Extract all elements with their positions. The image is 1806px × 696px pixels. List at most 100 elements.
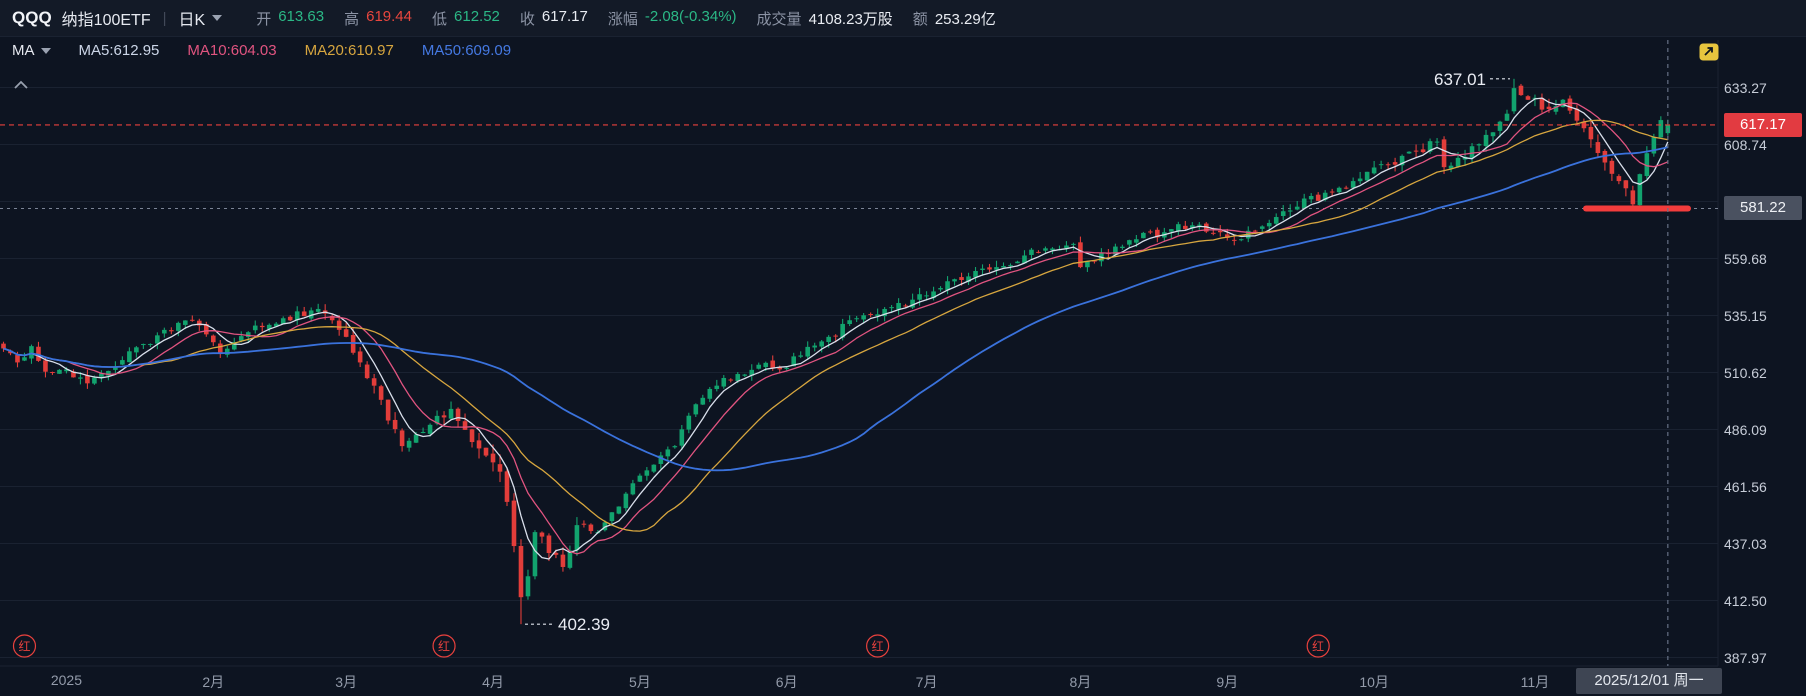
ohlc-stat: 低 612.52 xyxy=(432,8,500,29)
candle-body xyxy=(574,525,580,551)
candle-body xyxy=(1315,194,1321,201)
candle-body xyxy=(29,346,34,359)
candle-body xyxy=(623,493,629,509)
ma-value: MA20:610.97 xyxy=(304,42,394,59)
candle-body xyxy=(1231,239,1237,241)
candle-body xyxy=(1378,164,1384,166)
candle-body xyxy=(1169,229,1174,232)
dividend-marker[interactable]: 红 xyxy=(432,634,456,658)
candle-body xyxy=(756,364,762,369)
candle-body xyxy=(728,379,734,381)
candle-body xyxy=(1525,96,1531,100)
candle-body xyxy=(420,431,426,433)
candle-body xyxy=(539,532,545,537)
candle-body xyxy=(85,375,90,384)
candle-body xyxy=(1588,126,1594,140)
candle-body xyxy=(1273,217,1279,224)
candle-body xyxy=(371,378,377,386)
period-selector[interactable]: 日K xyxy=(179,6,223,30)
candle-body xyxy=(190,319,195,321)
ma-value: MA5:612.95 xyxy=(78,42,160,59)
candle-body xyxy=(252,325,258,331)
candle-body xyxy=(966,276,971,282)
candle-body xyxy=(1322,192,1328,200)
collapse-panel-button[interactable] xyxy=(12,78,30,93)
ma-indicator-selector[interactable]: MA xyxy=(12,42,51,59)
dividend-circle xyxy=(866,634,890,658)
candle-body xyxy=(120,360,125,365)
candle-body xyxy=(798,355,804,357)
candle-body xyxy=(1210,232,1216,234)
candle-body xyxy=(1616,176,1622,182)
candle-body xyxy=(1385,164,1391,166)
candle-body xyxy=(518,545,524,598)
symbol: QQQ xyxy=(12,8,52,27)
dividend-marker[interactable]: 红 xyxy=(1306,634,1330,658)
chevron-down-icon xyxy=(40,47,51,54)
price-axis-label: 535.15 xyxy=(1724,307,1767,324)
candle-body xyxy=(1301,198,1307,209)
candle-body xyxy=(113,366,118,370)
candle-body xyxy=(532,532,538,577)
candle-body xyxy=(1,343,6,349)
candle-body xyxy=(826,336,831,342)
candle-body xyxy=(1008,265,1013,267)
fullscreen-button[interactable] xyxy=(1698,42,1720,65)
candle-body xyxy=(861,315,866,320)
candle-body xyxy=(238,336,244,341)
expand-icon xyxy=(1699,43,1719,61)
candle-body xyxy=(616,506,622,514)
candle-body xyxy=(1455,157,1461,167)
dividend-marker[interactable]: 红 xyxy=(12,634,37,658)
candle-body xyxy=(71,371,76,378)
candle-body xyxy=(980,268,985,271)
candle-body xyxy=(155,335,160,344)
stat-label: 低 xyxy=(432,10,448,28)
candle-body xyxy=(1120,246,1125,248)
candle-body xyxy=(1294,206,1300,210)
ohlc-stat: 涨幅 -2.08(-0.34%) xyxy=(608,8,737,29)
candle-body xyxy=(1623,180,1629,189)
candle-body xyxy=(882,308,887,317)
candle-body xyxy=(1595,142,1601,154)
candle-body xyxy=(938,288,943,290)
candle-body xyxy=(1413,150,1419,152)
candle-body xyxy=(1134,239,1139,243)
candle-body xyxy=(357,351,363,363)
candle-body xyxy=(1022,255,1027,264)
candle-body xyxy=(392,419,398,430)
grid-lines xyxy=(0,40,1719,667)
stat-value: 613.63 xyxy=(278,7,325,25)
stat-value: -2.08(-0.34%) xyxy=(644,7,737,25)
candle-body xyxy=(476,440,482,449)
candle-body xyxy=(224,348,230,355)
candle-body xyxy=(1266,222,1272,227)
candle-body xyxy=(462,421,468,430)
candle-body xyxy=(1176,224,1181,232)
candle-body xyxy=(1658,120,1664,138)
price-axis-label: 633.27 xyxy=(1724,79,1767,96)
candle-body xyxy=(1630,190,1636,205)
candle-body xyxy=(994,267,999,270)
candle-body xyxy=(490,453,496,463)
candle-body xyxy=(78,377,83,379)
peak-annotation: 637.01 xyxy=(1434,70,1486,89)
stat-label: 成交量 xyxy=(756,10,802,28)
symbol-name: 纳指100ETF xyxy=(61,12,151,29)
candle-body xyxy=(92,377,97,384)
dividend-circle xyxy=(12,634,37,658)
candle-body xyxy=(1238,239,1244,241)
dividend-circle xyxy=(1306,634,1330,658)
candle-body xyxy=(1259,226,1265,229)
candle-body xyxy=(1644,153,1650,176)
candle-body xyxy=(602,522,608,531)
candle-body xyxy=(1392,162,1398,165)
stat-label: 高 xyxy=(344,10,360,28)
candle-body xyxy=(1546,106,1552,110)
candle-body xyxy=(945,281,950,290)
indicator-row: MA MA5:612.95 MA10:604.03 MA20:610.97 MA50:… xyxy=(12,42,511,59)
candle-body xyxy=(1078,242,1083,268)
dividend-marker[interactable]: 红 xyxy=(866,634,890,658)
candle-body xyxy=(924,295,929,297)
